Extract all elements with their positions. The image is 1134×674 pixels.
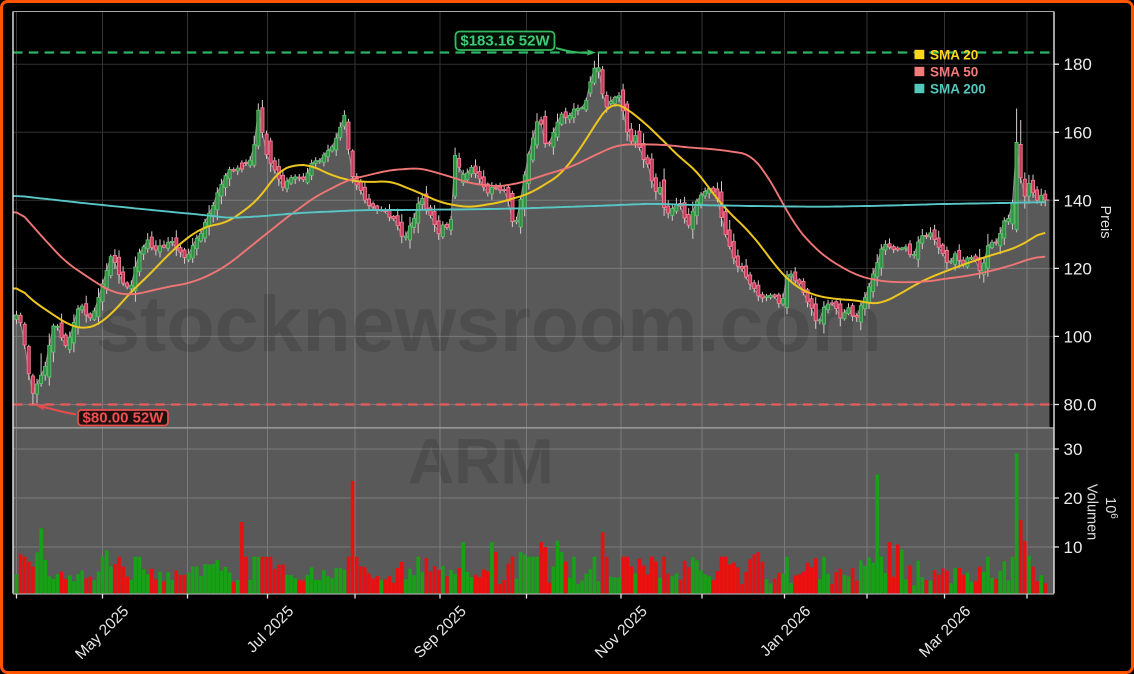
svg-text:$183.16 52W: $183.16 52W [460,33,550,50]
svg-text:120: 120 [1064,259,1092,278]
svg-text:20: 20 [1064,489,1083,508]
svg-text:stocknewsroom.com: stocknewsroom.com [96,279,882,368]
svg-text:30: 30 [1064,440,1083,459]
svg-text:$80.00 52W: $80.00 52W [83,410,165,427]
svg-text:10: 10 [1064,538,1083,557]
svg-text:140: 140 [1064,191,1092,210]
svg-text:ARM: ARM [408,426,554,498]
svg-text:80.0: 80.0 [1064,396,1097,415]
svg-text:160: 160 [1064,123,1092,142]
svg-text:SMA 50: SMA 50 [930,64,978,79]
svg-text:Volumen: Volumen [1084,484,1100,540]
svg-text:Preis: Preis [1097,205,1113,238]
svg-text:180: 180 [1064,55,1092,74]
svg-text:SMA 20: SMA 20 [930,47,978,62]
svg-text:100: 100 [1064,327,1092,346]
svg-text:SMA 200: SMA 200 [930,81,986,96]
